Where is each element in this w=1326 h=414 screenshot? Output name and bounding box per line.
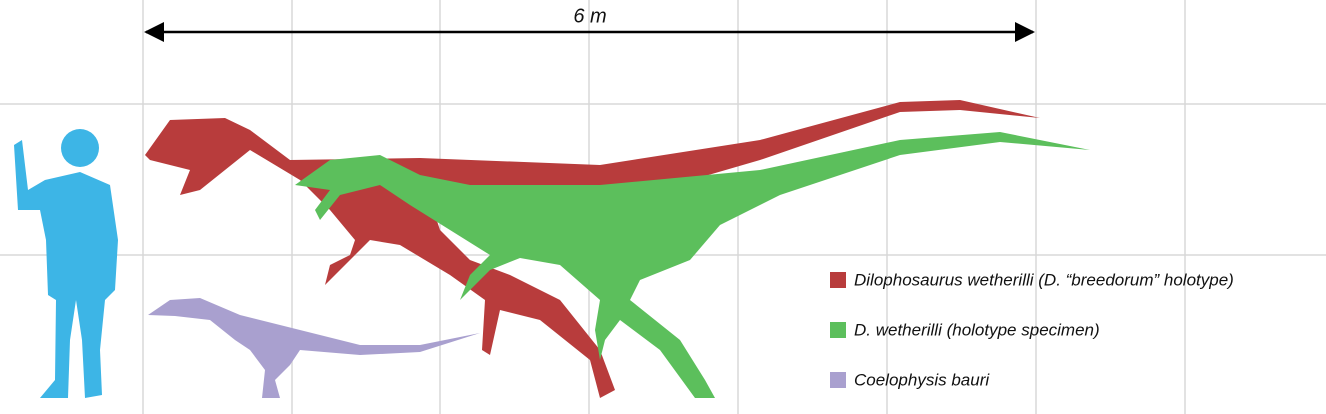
coelophysis-silhouette	[148, 298, 480, 398]
scale-label: 6 m	[573, 5, 606, 27]
legend-label: D. wetherilli (holotype specimen)	[854, 320, 1100, 339]
human	[14, 129, 118, 398]
legend-swatch	[830, 372, 846, 388]
dilophosaurus-holotype-silhouette	[295, 132, 1090, 398]
legend-label: Coelophysis bauri	[854, 370, 990, 389]
legend-swatch	[830, 322, 846, 338]
legend: Dilophosaurus wetherilli (D. “breedorum”…	[830, 270, 1234, 389]
legend-label: Dilophosaurus wetherilli (D. “breedorum”…	[854, 270, 1234, 289]
legend-swatch	[830, 272, 846, 288]
